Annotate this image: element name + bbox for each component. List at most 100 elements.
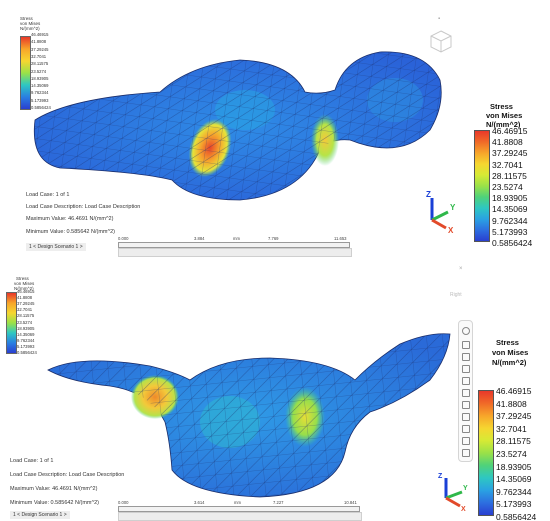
- ruler-label: 7.227: [273, 500, 284, 505]
- axis-y-label: Y: [450, 203, 456, 212]
- horizontal-scrollbar[interactable]: [118, 248, 352, 257]
- ruler-label: 7.769: [268, 236, 279, 241]
- minimum-value: Minimum Value: 0.585642 N/(mm^2): [10, 500, 99, 506]
- legend-value-label: 37.29245: [496, 411, 532, 422]
- horizontal-scrollbar[interactable]: [118, 512, 362, 521]
- legend-title-3: N/(mm^2): [486, 120, 521, 129]
- legend-value-label: 41.8808: [31, 39, 47, 45]
- small-legend-1: Stress von Mises N/(mm^2) 46.46915 41.880…: [20, 16, 51, 110]
- legend-value-label: 0.5856424: [31, 105, 51, 110]
- legend-value-label: 37.29245: [31, 46, 49, 52]
- legend-value-label: 41.8808: [496, 398, 527, 409]
- legend-value-label: 46.46915: [492, 126, 528, 136]
- legend-title-3: N/(mm^2): [14, 286, 34, 291]
- legend-value-label: 5.173993: [496, 499, 532, 510]
- legend-value-label: 37.29245: [492, 148, 528, 159]
- legend-value-label: 14.35069: [31, 83, 49, 89]
- load-case-text: Load Case: 1 of 1: [10, 458, 54, 464]
- view-cube-icon[interactable]: [428, 28, 454, 54]
- orbit-icon[interactable]: [462, 389, 470, 397]
- section-icon[interactable]: [462, 413, 470, 421]
- view-cube-label[interactable]: Right: [450, 292, 462, 298]
- rotate-icon[interactable]: [462, 353, 470, 361]
- design-scenario-tab[interactable]: 1 < Design Scenario 1 >: [10, 511, 70, 519]
- legend-gradient-bar: [478, 390, 494, 516]
- window-close-icon[interactable]: ×: [459, 266, 463, 272]
- scale-ruler: 0.000 3.614 mm 7.227 10.841: [118, 500, 360, 512]
- legend-value-label: 46.46915: [31, 32, 49, 37]
- ruler-unit: mm: [233, 236, 240, 241]
- ruler-label: 0.000: [118, 500, 129, 505]
- axis-triad-icon: Z Y X: [426, 190, 456, 235]
- legend-value-label: 28.11575: [17, 313, 35, 319]
- display-icon[interactable]: [462, 437, 470, 445]
- maximum-value: Maximum Value: 46.4691 N/(mm^2): [10, 486, 98, 492]
- legend-value-label: 32.7041: [17, 307, 33, 313]
- result-view-2[interactable]: Stress von Mises N/(mm^2) 46.46915 41.880…: [0, 262, 550, 521]
- legend-value-label: 9.762344: [496, 486, 532, 497]
- load-case-description: Load Case Description: Load Case Descrip…: [10, 472, 125, 478]
- scale-ruler: 0.000 3.884 mm 7.769 11.653: [118, 236, 350, 248]
- legend-value-label: 18.93905: [496, 461, 532, 472]
- legend-value-label: 32.7041: [496, 423, 527, 434]
- axis-x-label: X: [448, 226, 454, 235]
- ruler-label: 11.653: [334, 236, 347, 241]
- pin-icon[interactable]: ▪: [438, 16, 441, 22]
- legend-title-2: von Mises: [14, 281, 35, 286]
- ruler-track: [118, 242, 350, 248]
- settings-icon[interactable]: [462, 449, 470, 457]
- legend-value-label: 23.5274: [496, 449, 527, 459]
- legend-value-label: 28.11575: [31, 61, 49, 67]
- axis-z-label: Z: [438, 473, 443, 480]
- fit-icon[interactable]: [462, 377, 470, 385]
- legend-gradient-bar: [6, 292, 17, 354]
- nav-toolbar-icon[interactable]: [458, 320, 473, 462]
- pan-icon[interactable]: [462, 341, 470, 349]
- zoom-icon[interactable]: [462, 327, 470, 335]
- minimum-value: Minimum Value: 0.585642 N/(mm^2): [26, 229, 115, 235]
- small-legend-2: Stress von Mises N/(mm^2) 46.46915 41.880…: [6, 276, 37, 355]
- walk-icon[interactable]: [462, 401, 470, 409]
- legend-title-1: Stress: [490, 102, 513, 111]
- ruler-label: 10.841: [344, 500, 357, 505]
- ruler-unit: mm: [234, 500, 241, 505]
- axis-y-label: Y: [463, 485, 468, 492]
- legend-value-label: 9.762344: [17, 337, 35, 343]
- legend-value-label: 14.35069: [492, 204, 528, 215]
- result-view-1[interactable]: Stress von Mises N/(mm^2) 46.46915 41.880…: [0, 0, 550, 258]
- load-case-description: Load Case Description: Load Case Descrip…: [26, 204, 141, 210]
- view-icon[interactable]: [462, 425, 470, 433]
- legend-value-label: 32.7041: [492, 159, 523, 170]
- legend-value-label: 0.5856424: [492, 238, 533, 248]
- legend-title-2: von Mises: [486, 111, 523, 120]
- legend-title-1: Stress: [16, 276, 29, 281]
- design-scenario-tab[interactable]: 1 < Design Scenario 1 >: [26, 243, 86, 251]
- stress-model-2[interactable]: [0, 262, 465, 502]
- legend-title-2: von Mises: [492, 348, 529, 357]
- legend-title-1: Stress: [20, 16, 33, 21]
- legend-value-label: 18.93905: [31, 75, 49, 81]
- legend-value-label: 9.762344: [31, 90, 49, 96]
- ruler-track: [118, 506, 360, 512]
- legend-value-label: 41.8808: [17, 295, 33, 301]
- legend-value-label: 18.93905: [492, 193, 528, 204]
- legend-value-label: 28.11575: [496, 436, 531, 447]
- legend-value-label: 5.173993: [31, 97, 49, 103]
- axis-x-label: X: [461, 506, 466, 512]
- legend-value-label: 23.5274: [31, 68, 47, 74]
- look-icon[interactable]: [462, 365, 470, 373]
- legend-value-label: 46.46915: [17, 289, 35, 294]
- ruler-label: 0.000: [118, 236, 129, 241]
- axis-triad-icon: Z Y X: [438, 473, 468, 512]
- legend-value-label: 14.35069: [496, 474, 532, 485]
- legend-value-label: 5.173993: [492, 226, 528, 237]
- legend-title-1: Stress: [496, 338, 519, 347]
- legend-title-2: von Mises: [20, 21, 41, 26]
- ruler-label: 3.884: [194, 236, 205, 241]
- stress-model-1[interactable]: [0, 0, 465, 240]
- legend-value-label: 5.173993: [17, 343, 35, 349]
- legend-value-label: 32.7041: [31, 53, 47, 59]
- maximum-value: Maximum Value: 46.4691 N/(mm^2): [26, 216, 114, 222]
- legend-title-3: N/(mm^2): [20, 26, 40, 31]
- legend-value-label: 18.93905: [17, 325, 35, 331]
